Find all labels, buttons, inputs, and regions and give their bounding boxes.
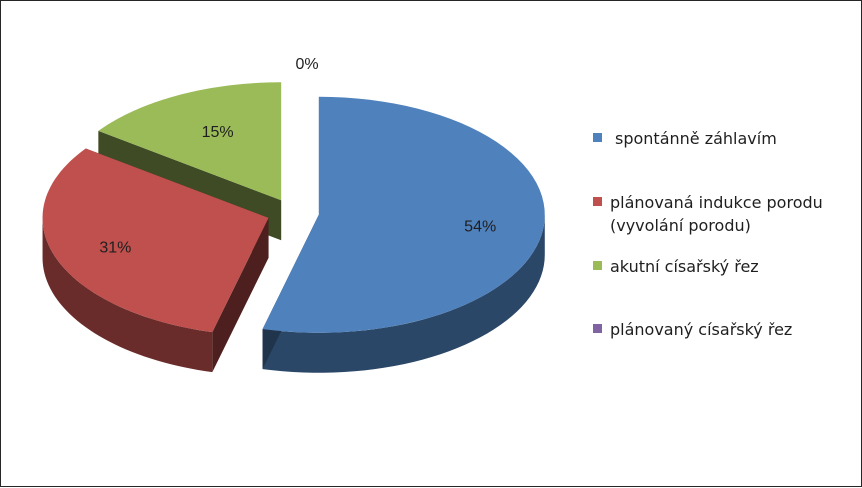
pie-slice-top <box>262 96 545 333</box>
legend-label: akutní císařský řez <box>610 257 759 276</box>
pie-chart: 54% 31% 15% 0% <box>42 56 545 373</box>
pie-slice-1 <box>42 148 269 373</box>
pie-slice-0 <box>262 96 545 373</box>
pie-slice-top <box>42 148 269 333</box>
pie-slice-cut <box>212 217 269 373</box>
pie-slice-top <box>98 82 282 201</box>
data-label-3: 0% <box>295 56 318 73</box>
legend-swatch <box>593 133 602 142</box>
legend-label: plánovaná indukce porodu <box>610 193 823 212</box>
pie-slice-side <box>42 217 213 373</box>
data-label-1: 31% <box>99 240 131 257</box>
legend-label-line2: (vyvolání porodu) <box>610 216 751 235</box>
legend-swatch <box>593 197 602 206</box>
pie-slice-side <box>262 214 545 373</box>
legend-swatch <box>593 324 602 333</box>
legend: spontánně záhlavím plánovaná indukce por… <box>593 1 855 486</box>
legend-label: spontánně záhlavím <box>615 129 777 148</box>
legend-swatch <box>593 261 602 270</box>
data-label-0: 54% <box>464 218 496 235</box>
data-label-2: 15% <box>202 124 234 141</box>
legend-label: plánovaný císařský řez <box>610 320 793 339</box>
